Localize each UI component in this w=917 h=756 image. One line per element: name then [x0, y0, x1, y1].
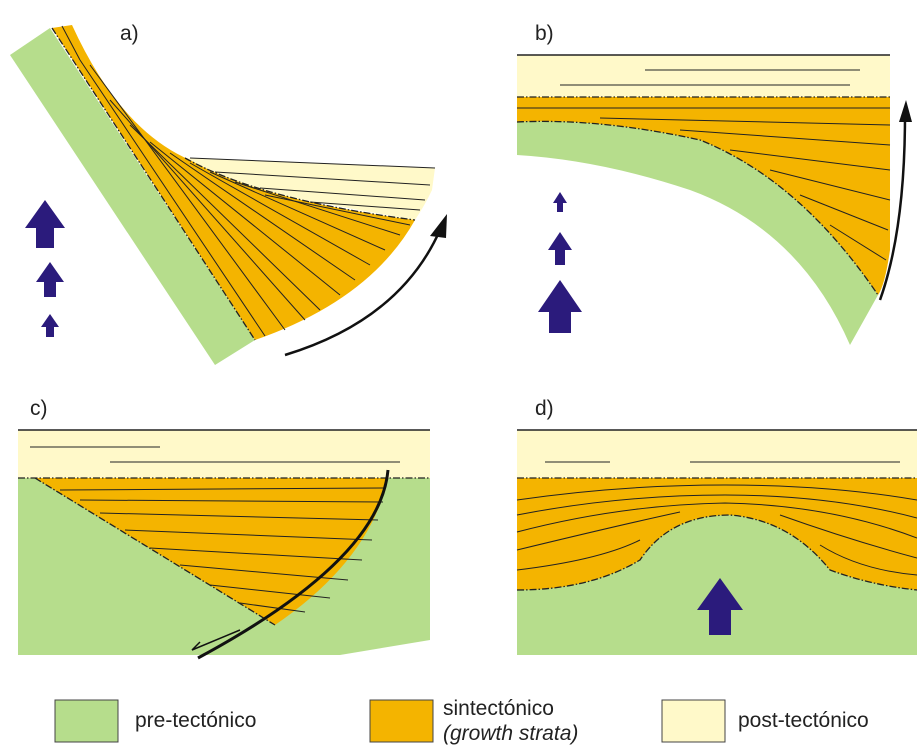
legend-label: sintectónico — [443, 697, 554, 720]
legend-note: (growth strata) — [443, 722, 578, 745]
panel-label: b) — [535, 22, 554, 45]
panel-c: c) — [18, 397, 430, 658]
legend-label: post-tectónico — [738, 709, 869, 732]
legend: pre-tectónico sintectónico (growth strat… — [55, 697, 869, 745]
panel-a: a) — [10, 22, 447, 365]
panel-b: b) — [517, 22, 912, 345]
legend-label: pre-tectónico — [135, 709, 256, 732]
panel-label: c) — [30, 397, 48, 420]
panel-label: d) — [535, 397, 554, 420]
uplift-arrow — [25, 200, 65, 248]
panel-d: d) — [517, 397, 917, 655]
legend-swatch — [370, 700, 433, 742]
panel-label: a) — [120, 22, 139, 45]
legend-swatch — [55, 700, 118, 742]
legend-swatch — [662, 700, 725, 742]
diagram: a) b) — [0, 0, 917, 756]
